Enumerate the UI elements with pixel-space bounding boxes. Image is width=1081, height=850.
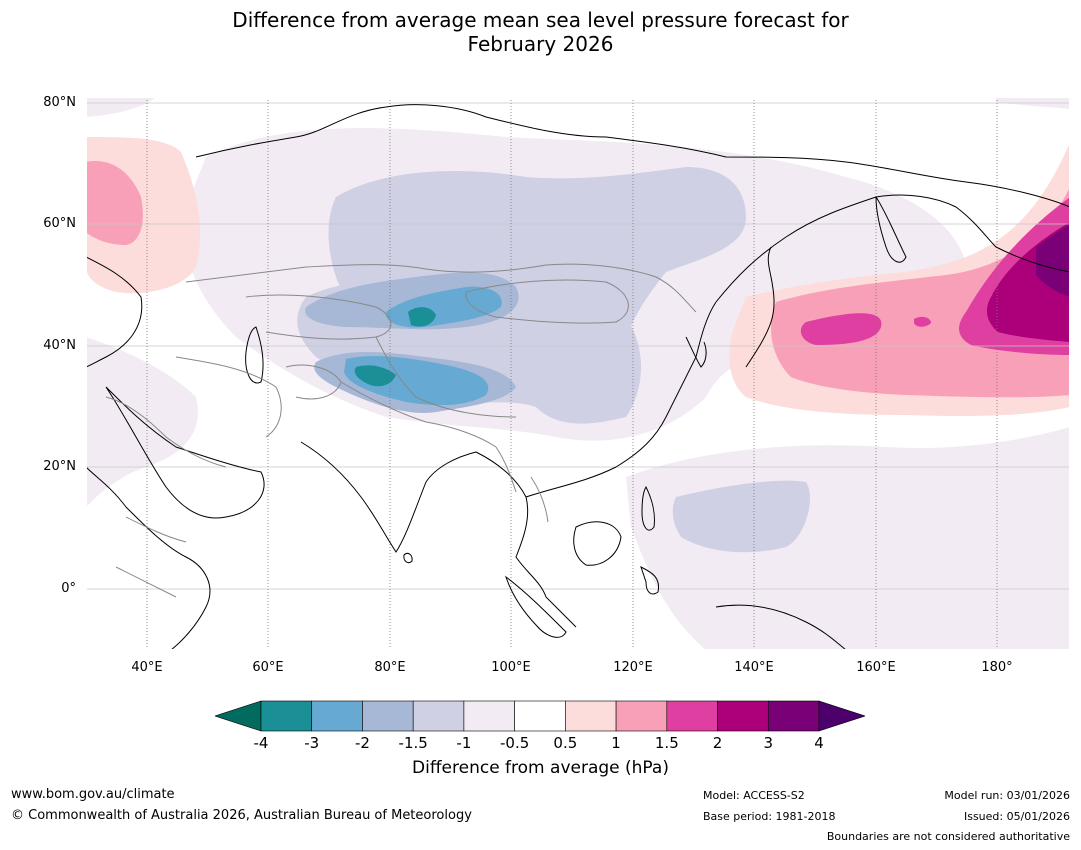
boundaries-disclaimer: Boundaries are not considered authoritat…: [826, 830, 1070, 843]
coast-sumatra: [505, 575, 567, 638]
map-frame: [86, 97, 1070, 650]
base-period: Base period: 1981-2018: [703, 810, 836, 823]
colorbar-swatch: [514, 700, 566, 732]
colorbar-tick-label: 1: [611, 734, 621, 752]
border-mongolia: [465, 279, 629, 324]
colorbar-tick-label: -2: [354, 734, 370, 752]
colorbar-swatch: [311, 700, 363, 732]
colorbar-swatch: [412, 700, 465, 732]
colorbar-tick-label: -0.5: [499, 734, 530, 752]
colorbar-swatch: [565, 700, 617, 732]
coast-philippines: [641, 485, 655, 531]
border-china-west: [375, 336, 517, 418]
coast-east-russia: [715, 194, 1070, 303]
anomaly-region-lavender-tropics: [626, 427, 1070, 650]
colorbar-tick-label: 0.5: [553, 734, 578, 752]
coast-china: [525, 301, 717, 498]
coast-japan: [745, 246, 775, 368]
anomaly-region-lavender-west: [86, 337, 198, 507]
border-iran: [175, 356, 282, 438]
border-india-north: [340, 381, 497, 448]
colorbar-tick-label: 1.5: [654, 734, 679, 752]
coast-europe-west: [86, 256, 143, 368]
colorbar-tick-label: -4: [253, 734, 269, 752]
colorbar-tick-label: 2: [712, 734, 723, 752]
colorbar-tick-label: -3: [304, 734, 320, 752]
colorbar-swatch: [666, 700, 718, 732]
colorbar-swatch: [260, 700, 313, 732]
country-borders: [105, 263, 697, 598]
coast-borneo: [573, 521, 622, 566]
colorbar-tick-label: 4: [814, 734, 824, 752]
colorbar-swatch: [717, 700, 769, 732]
colorbar-over-extension: [818, 700, 866, 732]
anomaly-region-paleblue-tropics: [672, 480, 810, 553]
colorbar-label: Difference from average (hPa): [412, 758, 669, 778]
coast-africa: [86, 466, 211, 650]
colorbar-swatch: [362, 700, 414, 732]
longitude-gridlines: [146, 97, 998, 650]
map-svg: [86, 97, 1070, 650]
colorbar-svg: [214, 700, 866, 732]
coast-srilanka: [403, 552, 413, 564]
chart-title: Difference from average mean sea level p…: [0, 8, 1081, 56]
coast-caspian: [245, 326, 264, 384]
lon-label-40e: 40°E: [131, 660, 163, 675]
website-link[interactable]: www.bom.gov.au/climate: [11, 787, 175, 802]
colorbar-under-extension: [214, 700, 262, 732]
lat-label-80n: 80°N: [43, 95, 76, 110]
anomaly-region-lavender-topleft: [86, 97, 156, 117]
lat-label-0: 0°: [61, 581, 76, 596]
coast-arabia: [105, 386, 265, 519]
coast-kamchatka: [875, 196, 907, 263]
anomaly-region-magenta-pacific-small: [914, 316, 931, 327]
border-afghanistan: [285, 364, 342, 400]
lon-label-140e: 140°E: [734, 660, 774, 675]
colorbar-tick-label: -1.5: [398, 734, 428, 752]
border-africa: [115, 516, 187, 598]
coast-arctic: [195, 104, 1070, 208]
coast-india: [300, 441, 477, 553]
lat-label-40n: 40°N: [43, 338, 76, 353]
coast-se-asia: [475, 451, 577, 628]
anomaly-region-magenta-pacific-west: [800, 313, 882, 345]
colorbar-swatch: [767, 700, 820, 732]
issued-date: Issued: 05/01/2026: [963, 810, 1070, 823]
anomaly-region-teal-south: [354, 365, 396, 387]
latitude-gridlines: [86, 102, 1070, 590]
copyright-text: © Commonwealth of Australia 2026, Austra…: [11, 808, 472, 823]
border-middle-east: [105, 396, 227, 468]
model-run-date: Model run: 03/01/2026: [944, 789, 1070, 802]
border-kazakhstan: [245, 294, 392, 340]
colorbar-tick-label: 3: [763, 734, 774, 752]
lat-label-20n: 20°N: [43, 459, 76, 474]
lon-label-60e: 60°E: [252, 660, 284, 675]
lon-label-160e: 160°E: [856, 660, 896, 675]
colorbar-swatch: [463, 700, 515, 732]
anomaly-region-darkpurple-pacific: [1036, 225, 1070, 297]
pressure-anomaly-map: [86, 97, 1070, 650]
coastlines: [86, 104, 1070, 650]
lon-label-180: 180°: [981, 660, 1013, 675]
anomaly-region-teal-north: [408, 307, 436, 327]
lon-label-120e: 120°E: [613, 660, 653, 675]
lon-label-100e: 100°E: [491, 660, 531, 675]
border-russia-south: [185, 263, 697, 313]
title-line-1: Difference from average mean sea level p…: [232, 8, 849, 32]
coast-sulawesi: [640, 566, 660, 595]
coast-korea: [685, 336, 707, 368]
lon-label-80e: 80°E: [374, 660, 406, 675]
border-se-asia: [495, 446, 549, 523]
coast-new-guinea: [715, 604, 847, 650]
lat-label-60n: 60°N: [43, 216, 76, 231]
colorbar-tick-label: -1: [456, 734, 472, 752]
model-name: Model: ACCESS-S2: [703, 789, 805, 802]
colorbar-swatch: [615, 700, 668, 732]
title-line-2: February 2026: [467, 32, 614, 56]
colorbar: [214, 700, 866, 732]
